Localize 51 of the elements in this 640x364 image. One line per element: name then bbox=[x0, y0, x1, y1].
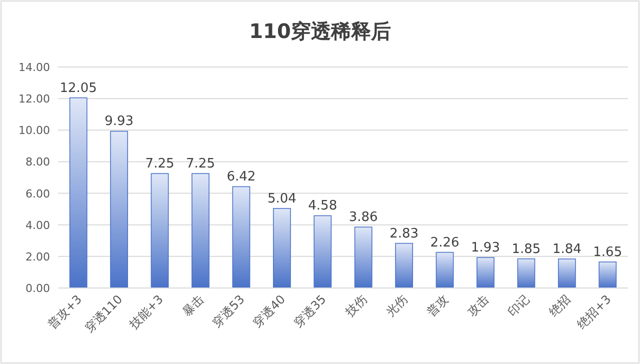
data-label: 1.84 bbox=[552, 242, 582, 257]
data-label: 6.42 bbox=[226, 170, 256, 185]
bar bbox=[150, 173, 169, 288]
bar bbox=[517, 258, 536, 288]
data-label: 9.93 bbox=[104, 114, 134, 130]
x-tick-label: 绝招 bbox=[546, 292, 574, 320]
x-tick-label: 技能+3 bbox=[126, 292, 166, 332]
data-label: 2.83 bbox=[390, 226, 419, 242]
bar bbox=[192, 173, 210, 288]
x-tick-label: 普攻+3 bbox=[45, 292, 84, 332]
bar bbox=[436, 252, 454, 288]
bar bbox=[69, 97, 88, 288]
y-tick-label: 4.00 bbox=[26, 218, 50, 232]
bar bbox=[314, 215, 332, 288]
y-tick-label: 12.00 bbox=[18, 92, 50, 106]
bar bbox=[110, 130, 128, 288]
x-tick-label: 穿透35 bbox=[291, 292, 329, 330]
y-tick-label: 2.00 bbox=[26, 250, 50, 264]
bar bbox=[598, 262, 617, 288]
y-tick-label: 14.00 bbox=[18, 61, 50, 74]
x-tick-label: 技伤 bbox=[342, 292, 370, 320]
y-tick-label: 0.00 bbox=[26, 282, 50, 295]
x-tick-label: 穿透110 bbox=[82, 292, 126, 336]
bar bbox=[395, 242, 414, 288]
data-label: 2.26 bbox=[430, 235, 460, 250]
bar bbox=[232, 186, 250, 288]
data-label: 1.65 bbox=[593, 244, 622, 260]
bar bbox=[354, 226, 372, 288]
bar bbox=[558, 258, 576, 288]
x-tick-label: 印记 bbox=[505, 292, 532, 320]
x-tick-label: 光伤 bbox=[383, 292, 410, 320]
data-label: 7.25 bbox=[186, 156, 215, 172]
data-label: 12.05 bbox=[60, 80, 97, 96]
title: 110穿透稀释后 bbox=[249, 19, 391, 43]
data-label: 3.86 bbox=[348, 210, 378, 226]
y-tick-label: 10.00 bbox=[18, 124, 50, 138]
data-label: 4.58 bbox=[308, 198, 338, 214]
bar bbox=[476, 257, 494, 288]
x-tick-label: 暴击 bbox=[180, 292, 207, 320]
x-tick-label: 攻击 bbox=[464, 292, 492, 320]
x-tick-label: 绝招+3 bbox=[574, 292, 614, 332]
x-tick-label: 普攻 bbox=[424, 292, 451, 320]
data-label: 7.25 bbox=[145, 156, 174, 172]
data-label: 5.04 bbox=[267, 191, 296, 206]
x-tick-label: 穿透40 bbox=[250, 292, 288, 330]
y-tick-label: 8.00 bbox=[26, 156, 50, 169]
x-tick-label: 穿透53 bbox=[210, 292, 248, 330]
bar bbox=[272, 208, 291, 288]
data-label: 1.85 bbox=[512, 242, 541, 257]
data-label: 1.93 bbox=[471, 240, 500, 256]
y-tick-label: 6.00 bbox=[26, 187, 50, 200]
